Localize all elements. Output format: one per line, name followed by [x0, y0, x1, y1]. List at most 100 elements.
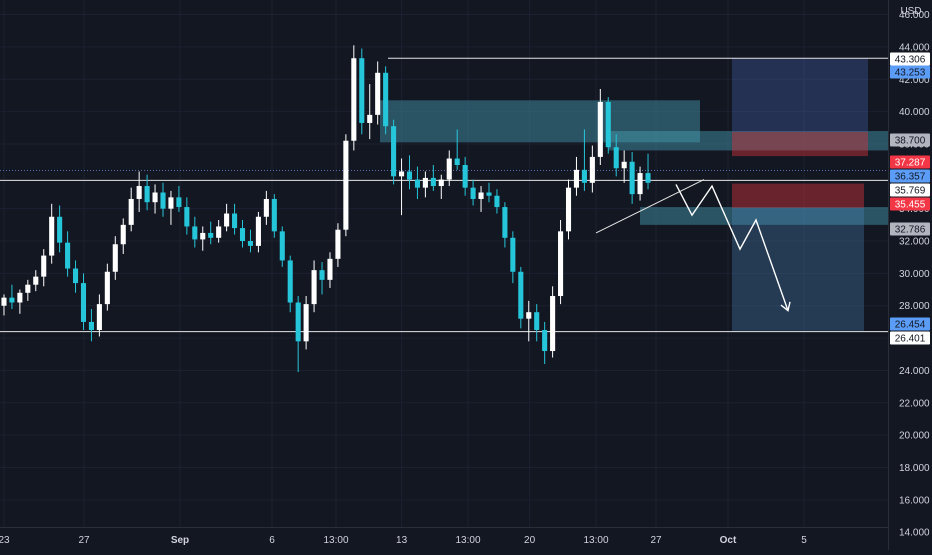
candle-body [88, 321, 94, 330]
candle-body [550, 296, 556, 352]
candle-body [80, 283, 87, 322]
candle-body [502, 207, 508, 238]
candle-body [375, 72, 381, 115]
candle-body [128, 198, 134, 225]
candle-body [605, 101, 611, 148]
candle-body [247, 241, 254, 246]
long-position-stop [732, 131, 868, 157]
candle-body [613, 147, 619, 169]
candle-body [279, 231, 285, 261]
trendline [595, 179, 705, 234]
candle-body [144, 186, 150, 203]
candle-body [72, 268, 79, 284]
long-position-target [732, 58, 868, 132]
short-position-stop [732, 183, 864, 208]
price-tag-label: 36.357 [895, 172, 926, 183]
price-tick-label: 42.000 [899, 75, 930, 86]
time-axis-background [0, 527, 888, 550]
price-tick-label: 46.000 [899, 10, 930, 21]
price-tick-label: 16.000 [899, 495, 930, 506]
price-tick-label: 22.000 [899, 398, 930, 409]
price-tick-label: 20.000 [899, 431, 930, 442]
price-tag-label: 38.700 [895, 136, 926, 147]
time-tick-label: 27 [78, 535, 90, 546]
candle-body [232, 213, 238, 229]
candle-body [510, 237, 516, 272]
candle-body [57, 216, 63, 243]
candle-body [136, 186, 142, 199]
candle-body [33, 276, 39, 285]
candle-body [208, 232, 214, 238]
candle-body [335, 229, 341, 259]
currency-label: USD [900, 6, 921, 17]
candle-body [414, 179, 420, 188]
time-tick-label: 13 [396, 535, 408, 546]
price-tick-label: 44.000 [899, 42, 930, 53]
zone-supply [380, 100, 700, 143]
candle-body [621, 161, 627, 169]
candle-body [41, 255, 47, 277]
candle-body [351, 58, 357, 141]
price-tag [890, 222, 930, 236]
candle-body [287, 260, 293, 303]
zone-supply [608, 131, 888, 151]
candle-body [319, 270, 325, 280]
candle-body [327, 258, 333, 280]
price-tick-label: 24.000 [899, 366, 930, 377]
candle-body [486, 192, 492, 196]
candle-body [224, 213, 230, 227]
candle-body [65, 242, 71, 269]
candle-body [534, 312, 540, 330]
candle-body [263, 198, 269, 217]
time-tick-label: 13:00 [323, 535, 348, 546]
candle-body [438, 179, 444, 187]
candle-body [112, 244, 118, 272]
candle-body [271, 198, 277, 232]
candle-body [168, 197, 174, 209]
candle-body [49, 216, 55, 256]
price-tag [890, 155, 930, 169]
time-tick-label: 20 [524, 535, 536, 546]
candle-body [152, 192, 158, 203]
time-tick-label: 27 [650, 535, 662, 546]
candle-body [303, 304, 309, 342]
short-position-target [732, 207, 864, 331]
candle-body [200, 232, 206, 240]
candle-body [526, 312, 532, 319]
price-tag-label: 35.769 [895, 186, 926, 197]
price-tick-label: 30.000 [899, 269, 930, 280]
candle-body [9, 297, 15, 303]
candle-body [367, 114, 373, 123]
annotations [595, 179, 791, 312]
candle-body [494, 195, 500, 208]
price-tag [890, 133, 930, 147]
price-tag [890, 197, 930, 211]
candle-body [589, 156, 595, 183]
candle-body [160, 192, 166, 209]
candle-body [398, 171, 405, 177]
candle-body [184, 207, 190, 227]
price-lines [0, 57, 888, 333]
time-tick-label: Oct [720, 535, 737, 546]
projection-arrow-head [780, 301, 791, 312]
candle-body [176, 197, 182, 208]
price-tag [890, 183, 930, 197]
price-tick-label: 40.000 [899, 107, 930, 118]
price-tag-label: 26.454 [895, 320, 926, 331]
candle-body [343, 140, 349, 230]
price-tag [890, 317, 930, 331]
price-axis: USD46.00044.00042.00040.00038.00034.0003… [888, 0, 932, 550]
candle-body [406, 171, 413, 180]
time-tick-label: 5 [801, 535, 807, 546]
time-tick-label: 6 [269, 535, 275, 546]
candle-body [359, 58, 365, 123]
time-tick-label: 13:00 [583, 535, 608, 546]
candle-body [558, 231, 564, 297]
candle-body [104, 271, 110, 305]
candle-body [518, 271, 524, 319]
candle-body [1, 297, 7, 306]
price-tick-label: 14.000 [899, 528, 930, 539]
